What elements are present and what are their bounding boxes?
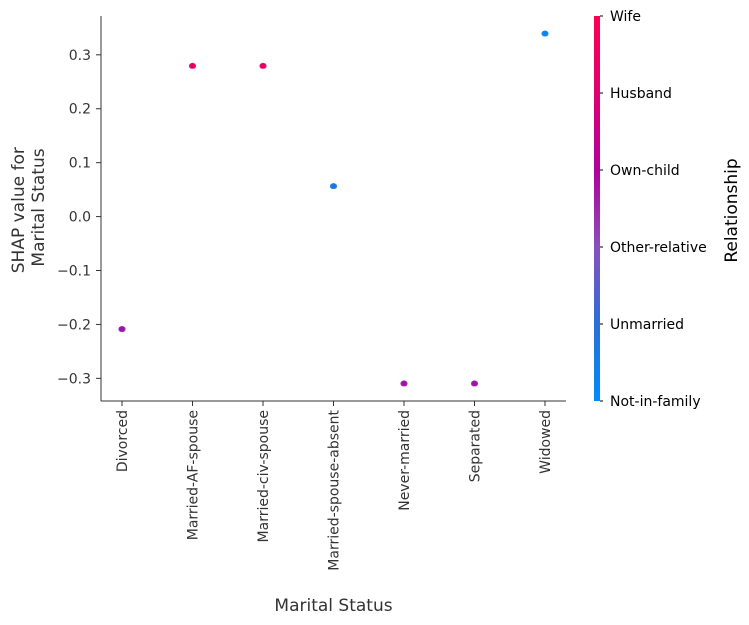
colorbar-label: Husband [610,86,672,102]
colorbar-gradient [594,16,600,401]
data-point [472,380,479,387]
x-tick-label: Separated [468,410,484,482]
colorbar-labels: Wife Husband Own-child Other-relative Unmarr… [600,9,707,410]
x-tick-label: Never-married [397,410,413,511]
x-tick-label: Widowed [538,410,554,474]
x-axis-title: Marital Status [274,596,392,616]
data-point [190,63,197,69]
data-point [261,63,267,69]
x-tick-label: Divorced [115,410,131,472]
x-tick-label: Married-spouse-absent [327,409,343,570]
data-points [118,30,549,387]
colorbar-label: Wife [610,9,641,25]
x-tick-label: Married-AF-spouse [186,410,202,540]
data-point [402,380,408,387]
y-tick-label: 0.3 [69,48,91,64]
y-axis-title: SHAP value for Marital Status [9,142,49,273]
plot-axes [100,16,566,402]
y-tick-label: 0.1 [69,156,91,172]
y-axis-title-line-2: Marital Status [29,148,49,266]
colorbar-label: Unmarried [610,317,684,333]
y-tick-label: −0.2 [57,317,91,333]
svg-text:SHAP value for Marital: SHAP value for Marital Status [9,142,49,273]
y-tick-label: 0.0 [69,210,91,226]
x-tick-label: Married-civ-spouse [256,410,272,542]
y-ticks: −0.3 −0.2 −0.1 0.0 0.1 0.2 0.3 [57,48,101,387]
data-point [331,183,338,190]
colorbar-title: Relationship [722,158,742,262]
x-ticks: Divorced Married-AF-spouse Married-civ-spo… [115,401,554,571]
colorbar-label: Own-child [610,163,680,179]
data-point [543,30,549,37]
colorbar-label: Not-in-family [610,394,701,410]
y-axis-title-line-1: SHAP value for [9,147,29,273]
y-tick-label: −0.1 [57,264,91,280]
data-point [120,326,126,332]
colorbar-label: Other-relative [610,240,707,256]
y-tick-label: −0.3 [57,371,91,387]
y-tick-label: 0.2 [69,102,91,118]
colorbar: Wife Husband Own-child Other-relative Unmarr… [594,9,742,410]
